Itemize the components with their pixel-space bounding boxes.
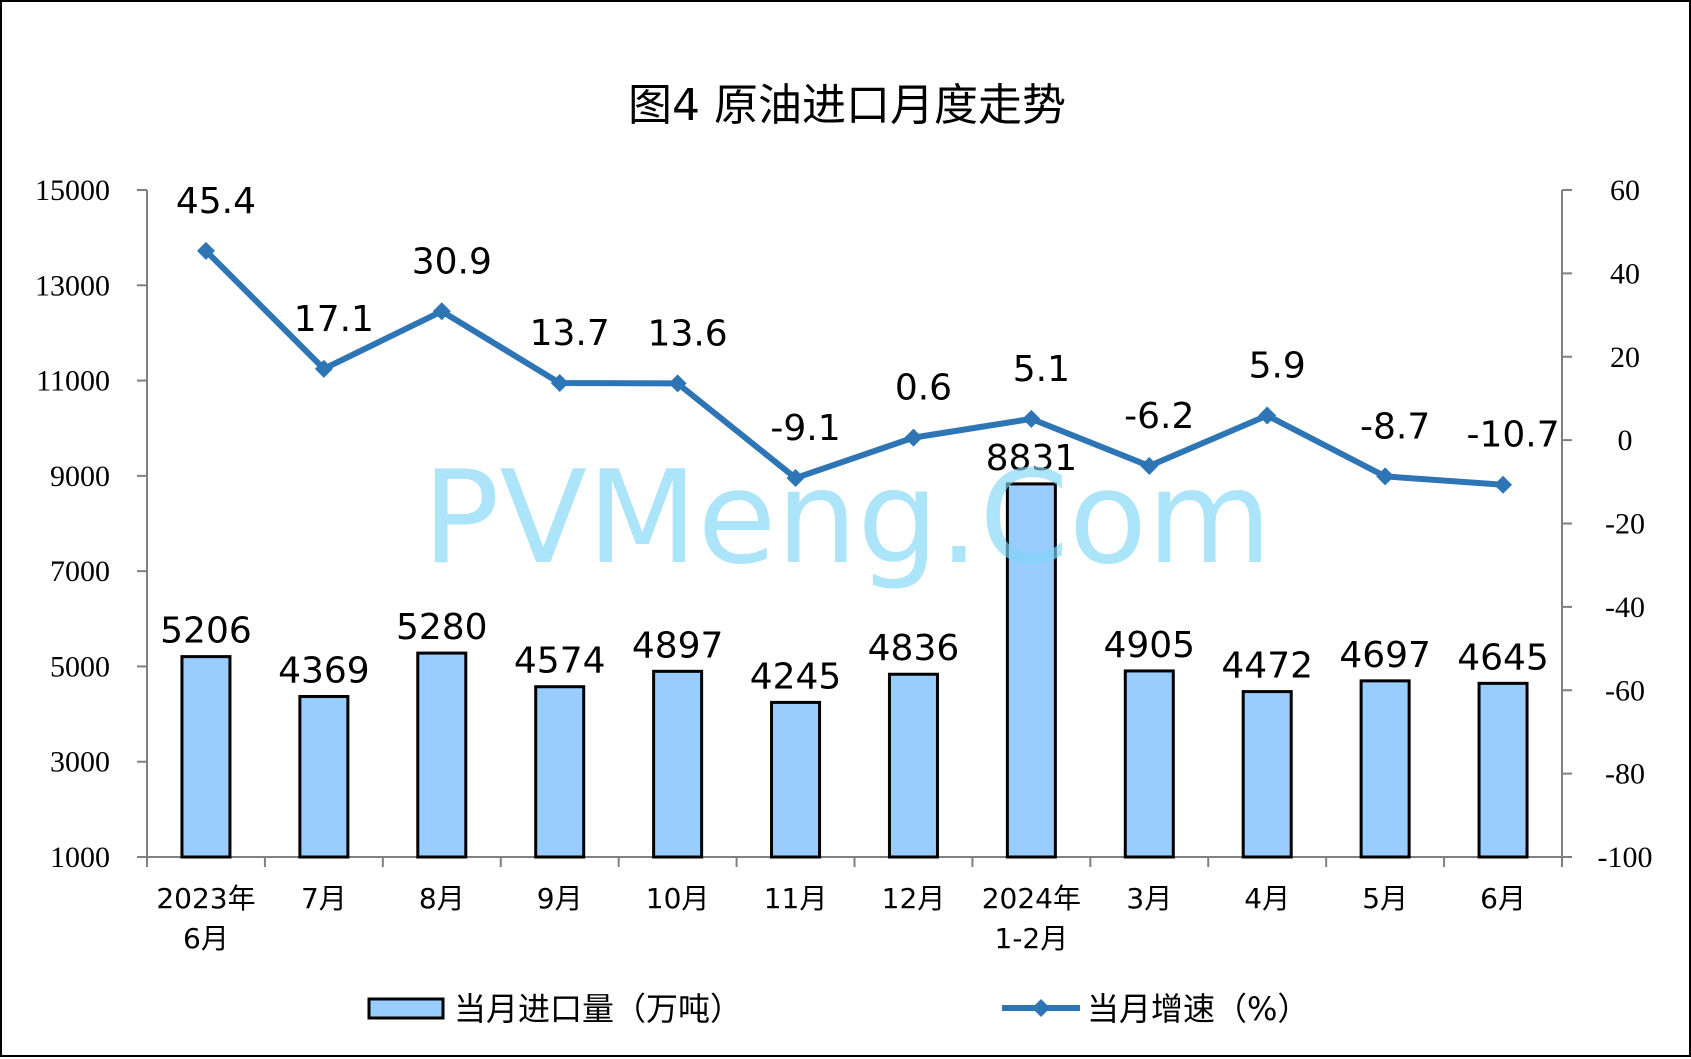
left-tick-label: 5000: [50, 650, 110, 683]
line-point: [1258, 406, 1277, 425]
line-value-labels: 45.4 17.1 30.9 13.7 13.6 -9.1 0.6 5.1 -6.2 5.9 -8.…: [176, 181, 1560, 456]
legend-line-label: 当月增速（%）: [1087, 990, 1309, 1028]
line-point: [1494, 475, 1513, 494]
bar: [1359, 679, 1411, 859]
line-point: [432, 302, 451, 321]
bar-value-label: 5206: [160, 611, 252, 652]
legend: 当月进口量（万吨） 当月增速（%）: [367, 990, 1309, 1028]
bar: [1477, 681, 1529, 859]
x-tick-label: 9月: [537, 882, 583, 915]
line-point: [904, 428, 923, 447]
left-tick-label: 15000: [35, 174, 110, 207]
growth-line: [203, 248, 1504, 488]
x-tick-label: 4月: [1244, 882, 1290, 915]
bar-value-label: 4574: [514, 641, 606, 682]
legend-line-marker: [1032, 999, 1050, 1017]
bar-value-label: 4245: [750, 656, 842, 697]
line-point: [1376, 467, 1395, 486]
line-point: [1140, 456, 1159, 475]
right-tick-label: 20: [1610, 341, 1640, 374]
watermark: PVMeng.Com: [422, 444, 1271, 593]
bar: [887, 672, 939, 859]
line-point: [196, 241, 215, 260]
line-point: [314, 359, 333, 378]
line-value-label: 5.1: [1013, 349, 1070, 390]
x-tick-label: 10月: [646, 882, 710, 915]
x-tick-label: 5月: [1362, 882, 1408, 915]
bar: [1241, 690, 1293, 859]
line-value-label: 45.4: [176, 181, 256, 222]
bar: [652, 669, 704, 859]
bar: [298, 694, 350, 859]
right-tick-label: -60: [1605, 674, 1645, 707]
line-value-label: 17.1: [294, 299, 374, 340]
bar-value-label: 4472: [1221, 646, 1313, 687]
line-value-label: 5.9: [1249, 346, 1306, 387]
bar-series: [180, 482, 1529, 859]
right-tick-label: -40: [1605, 591, 1645, 624]
right-tick-label: -100: [1598, 841, 1653, 874]
bar: [416, 651, 468, 859]
bar-value-label: 4645: [1457, 637, 1549, 678]
bar: [534, 685, 586, 859]
bar-value-labels: 5206 4369 5280 4574 4897 4245 4836 8831 4905 4472…: [160, 438, 1549, 697]
line-value-label: -9.1: [770, 408, 840, 449]
category-labels: 2023年 6月 7月 8月 9月 10月 11月 12月 2024年 1-2月 3月 4月 5月 6月: [156, 882, 1526, 955]
line-point: [668, 374, 687, 393]
line-point: [1022, 409, 1041, 428]
x-tick-label: 11月: [764, 882, 828, 915]
line-value-label: -10.7: [1466, 415, 1559, 456]
axes: 1000 3000 5000 7000 9000 11000 13000 15000 -100 -…: [35, 174, 1653, 874]
legend-bar-label: 当月进口量（万吨）: [454, 990, 742, 1028]
left-tick-label: 7000: [50, 555, 110, 588]
x-tick-label: 7月: [301, 882, 347, 915]
legend-bar-swatch: [367, 997, 445, 1020]
line-value-label: -6.2: [1124, 396, 1194, 437]
x-tick-label: 8月: [419, 882, 465, 915]
x-tick-label: 6月: [1480, 882, 1526, 915]
left-tick-label: 3000: [50, 746, 110, 779]
bar-value-label: 4897: [632, 625, 724, 666]
left-tick-label: 1000: [50, 841, 110, 874]
bar-value-label: 4369: [278, 650, 370, 691]
bar-value-label: 4697: [1339, 635, 1431, 676]
bar-value-label: 4836: [868, 628, 960, 669]
chart-title: 图4 原油进口月度走势: [628, 80, 1066, 131]
line-value-label: 13.7: [530, 313, 610, 354]
bar: [1123, 669, 1175, 859]
right-tick-label: 60: [1610, 174, 1640, 207]
bar-value-label: 8831: [986, 438, 1078, 479]
line-value-label: 30.9: [412, 241, 492, 282]
bar: [180, 655, 232, 859]
x-tick-label: 2024年: [982, 882, 1081, 915]
line-point: [550, 374, 569, 393]
line-value-label: 0.6: [895, 368, 952, 409]
bar: [770, 700, 822, 859]
bar-value-label: 5280: [396, 607, 488, 648]
x-tick-label: 6月: [183, 922, 229, 955]
x-tick-label: 1-2月: [995, 922, 1069, 955]
right-tick-label: 40: [1610, 257, 1640, 290]
x-tick-label: 2023年: [156, 882, 255, 915]
left-tick-label: 9000: [50, 460, 110, 493]
line-point: [786, 469, 805, 488]
bar-value-label: 4905: [1103, 625, 1195, 666]
line-value-label: -8.7: [1360, 406, 1430, 447]
line-value-label: 13.6: [648, 313, 728, 354]
bar: [1005, 482, 1057, 859]
right-tick-label: -80: [1605, 758, 1645, 791]
line-series: [196, 241, 1513, 494]
x-tick-label: 12月: [882, 882, 946, 915]
right-tick-label: 0: [1618, 424, 1633, 457]
left-tick-label: 13000: [35, 269, 110, 302]
right-tick-label: -20: [1605, 508, 1645, 541]
x-tick-label: 3月: [1126, 882, 1172, 915]
left-tick-label: 11000: [36, 365, 110, 398]
